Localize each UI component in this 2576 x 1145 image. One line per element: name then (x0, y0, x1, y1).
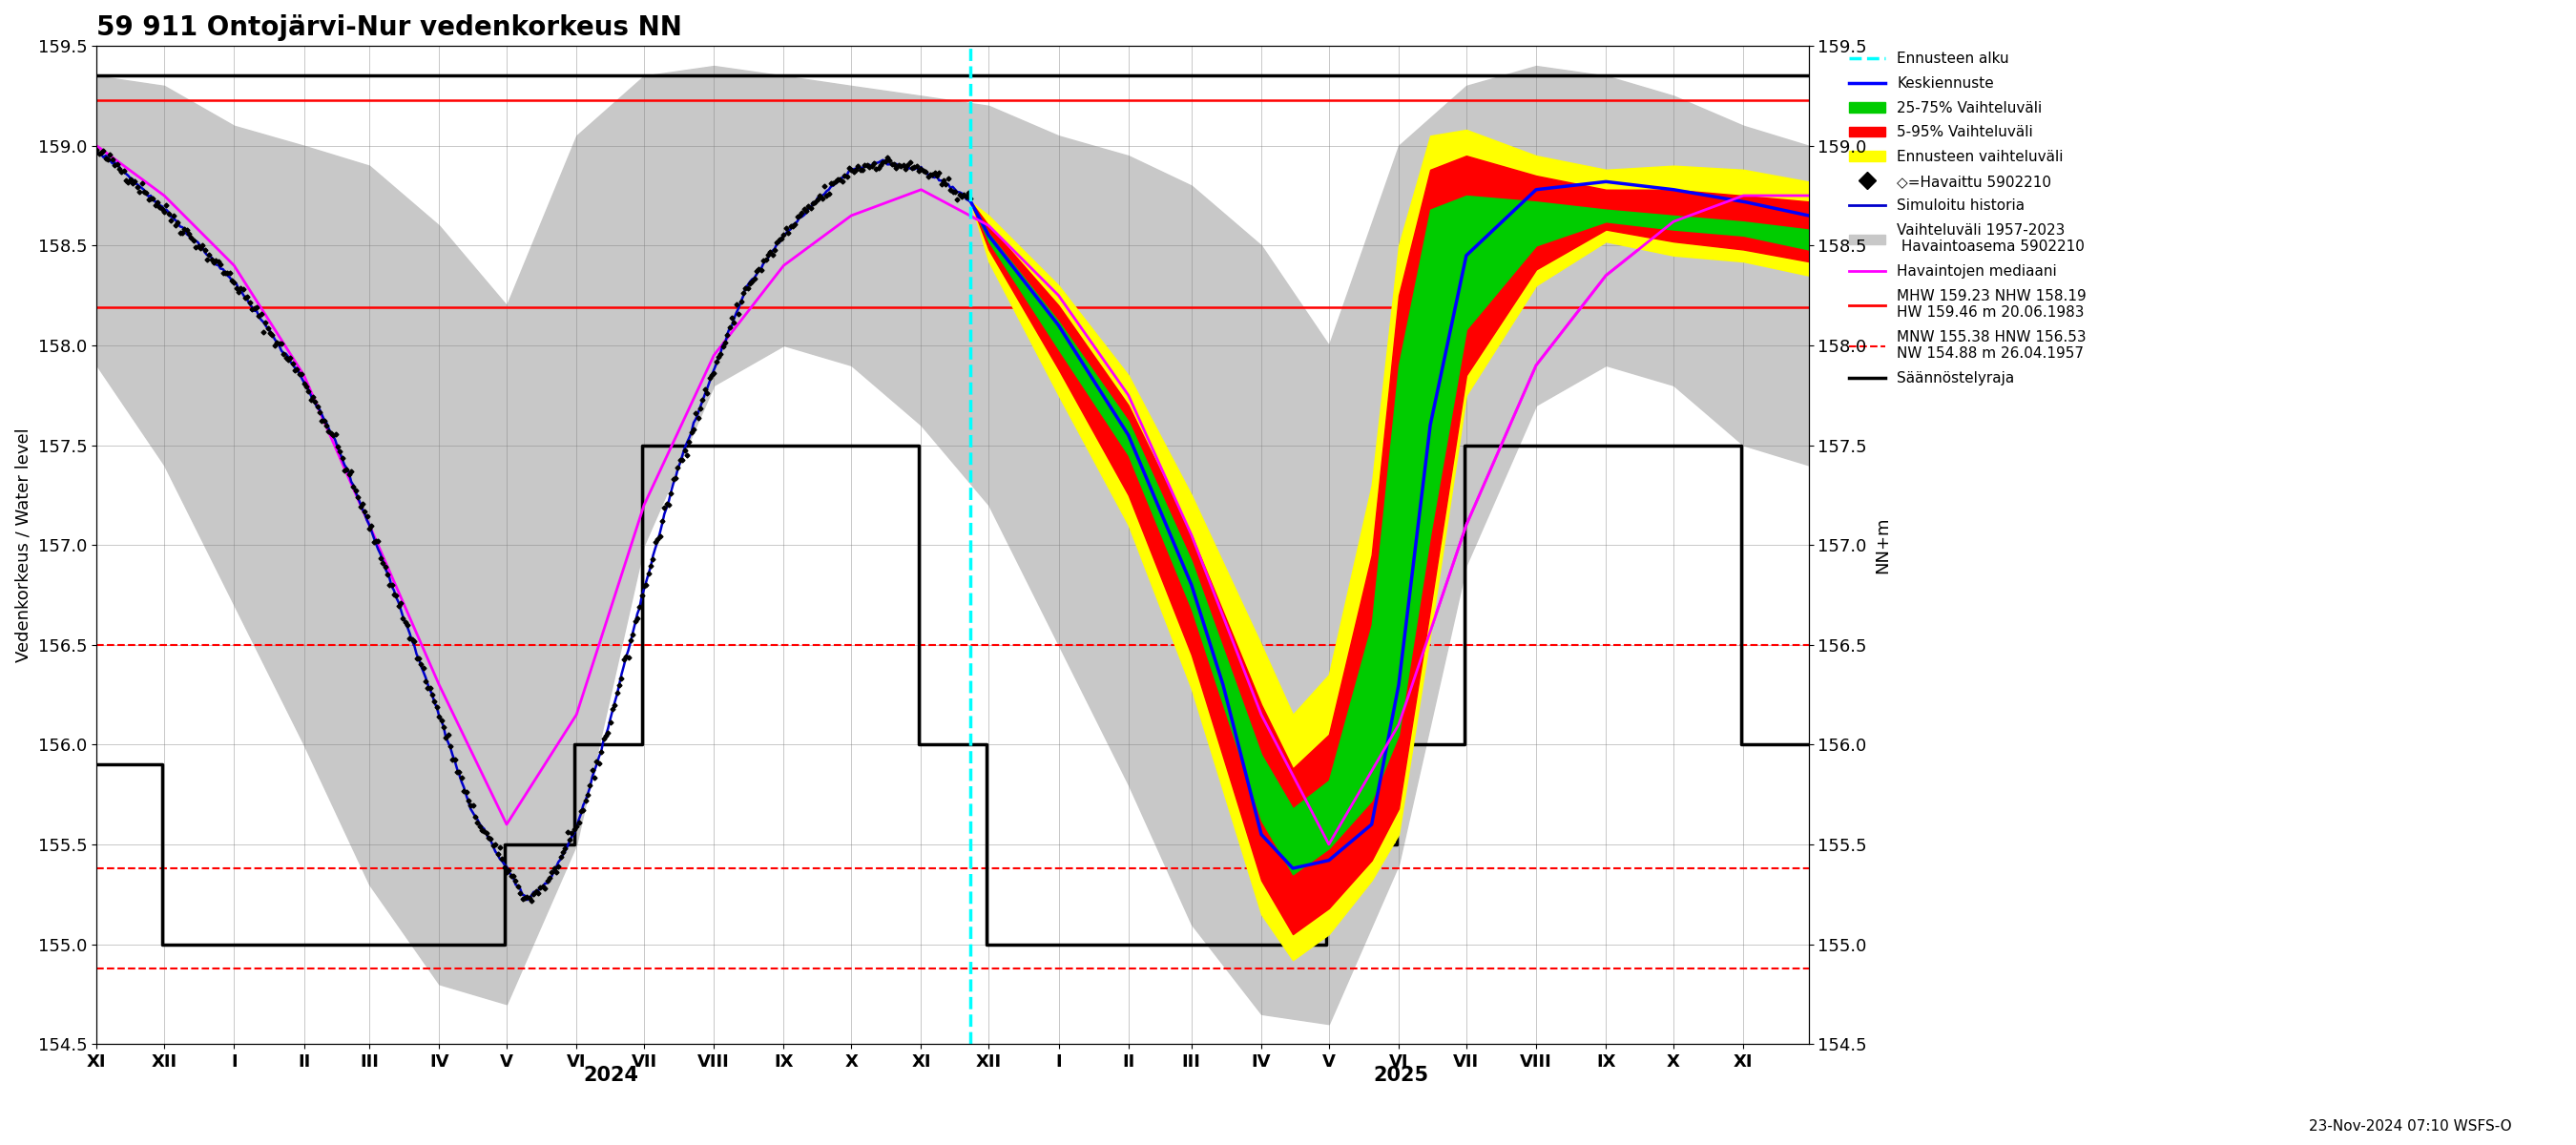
Text: 59 911 Ontojärvi-Nur vedenkorkeus NN: 59 911 Ontojärvi-Nur vedenkorkeus NN (98, 14, 683, 41)
Y-axis label: NN+m: NN+m (1873, 516, 1891, 574)
Y-axis label: Vedenkorkeus / Water level: Vedenkorkeus / Water level (15, 428, 31, 662)
Text: 2024: 2024 (585, 1066, 639, 1084)
Legend: Ennusteen alku, Keskiennuste, 25-75% Vaihteluväli, 5-95% Vaihteluväli, Ennusteen: Ennusteen alku, Keskiennuste, 25-75% Vai… (1842, 46, 2092, 392)
Text: 23-Nov-2024 07:10 WSFS-O: 23-Nov-2024 07:10 WSFS-O (2308, 1120, 2512, 1134)
Text: 2025: 2025 (1373, 1066, 1430, 1084)
